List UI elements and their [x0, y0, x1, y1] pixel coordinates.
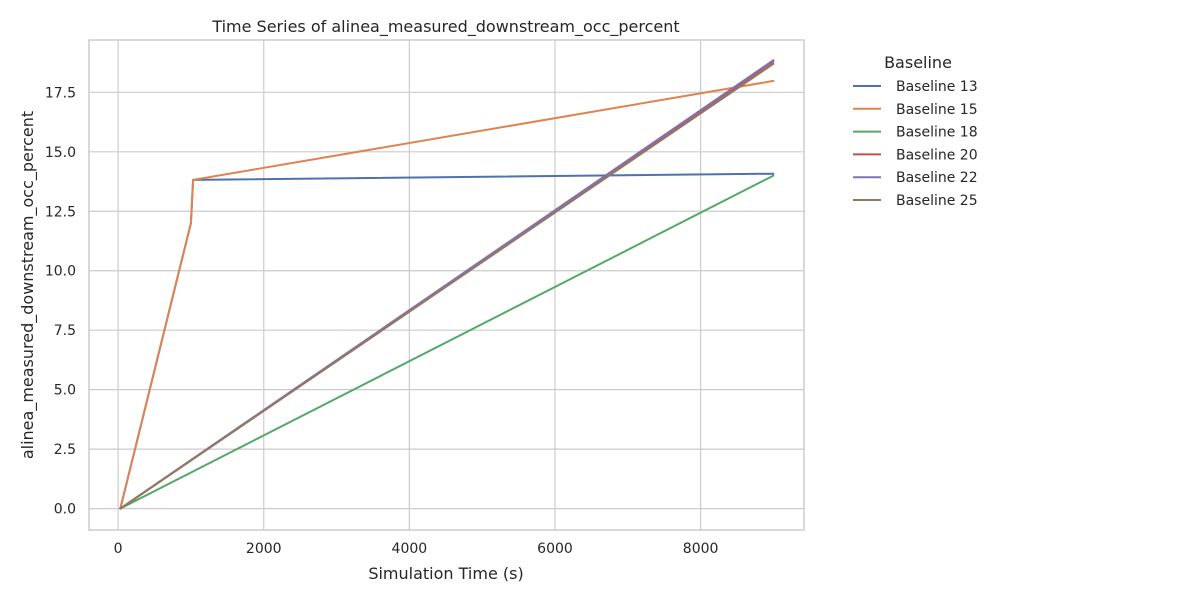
plot-frame: [88, 39, 805, 531]
legend-label: Baseline 25: [896, 193, 978, 209]
y-tick-label: 0.0: [54, 502, 76, 518]
y-tick-label: 2.5: [54, 442, 76, 458]
y-tick-label: 7.5: [54, 323, 76, 339]
legend-label: Baseline 13: [896, 79, 978, 95]
legend-item-baseline-18: Baseline 18: [853, 125, 978, 141]
x-tick-label: 2000: [246, 541, 282, 557]
x-tick-label: 4000: [392, 541, 428, 557]
series-line-baseline-15: [119, 79, 775, 510]
legend-item-baseline-13: Baseline 13: [853, 79, 978, 95]
legend-item-baseline-15: Baseline 15: [853, 102, 978, 118]
y-axis-label: alinea_measured_downstream_occ_percent: [18, 111, 38, 459]
legend-label: Baseline 20: [896, 147, 978, 163]
x-tick-label: 8000: [683, 541, 719, 557]
legend-item-baseline-22: Baseline 22: [853, 170, 978, 186]
legend-label: Baseline 18: [896, 125, 978, 141]
legend-label: Baseline 15: [896, 102, 978, 118]
legend-items: Baseline 13 Baseline 15 Baseline 18 Baselin…: [853, 79, 978, 209]
legend-item-baseline-20: Baseline 20: [853, 147, 978, 163]
legend-title: Baseline: [884, 53, 952, 72]
grid: [89, 40, 804, 530]
y-tick-label: 10.0: [45, 264, 76, 280]
y-tick-label: 12.5: [45, 204, 76, 220]
x-tick-label: 6000: [537, 541, 573, 557]
y-tick-label: 5.0: [54, 383, 76, 399]
y-tick-label: 15.0: [45, 145, 76, 161]
x-tick-label: 0: [114, 541, 123, 557]
y-axis-ticks: 0.0 2.5 5.0 7.5 10.0 12.5 15.0 17.5: [45, 85, 76, 517]
series-line-baseline-18: [119, 174, 775, 510]
y-tick-label: 17.5: [45, 85, 76, 101]
x-axis-label: Simulation Time (s): [368, 564, 523, 583]
series-lines: [119, 59, 775, 510]
series-line-baseline-25: [119, 62, 775, 510]
legend-label: Baseline 22: [896, 170, 978, 186]
x-axis-ticks: 0 2000 4000 6000 8000: [114, 541, 719, 557]
legend-item-baseline-25: Baseline 25: [853, 193, 978, 209]
chart-title: Time Series of alinea_measured_downstrea…: [211, 17, 679, 37]
